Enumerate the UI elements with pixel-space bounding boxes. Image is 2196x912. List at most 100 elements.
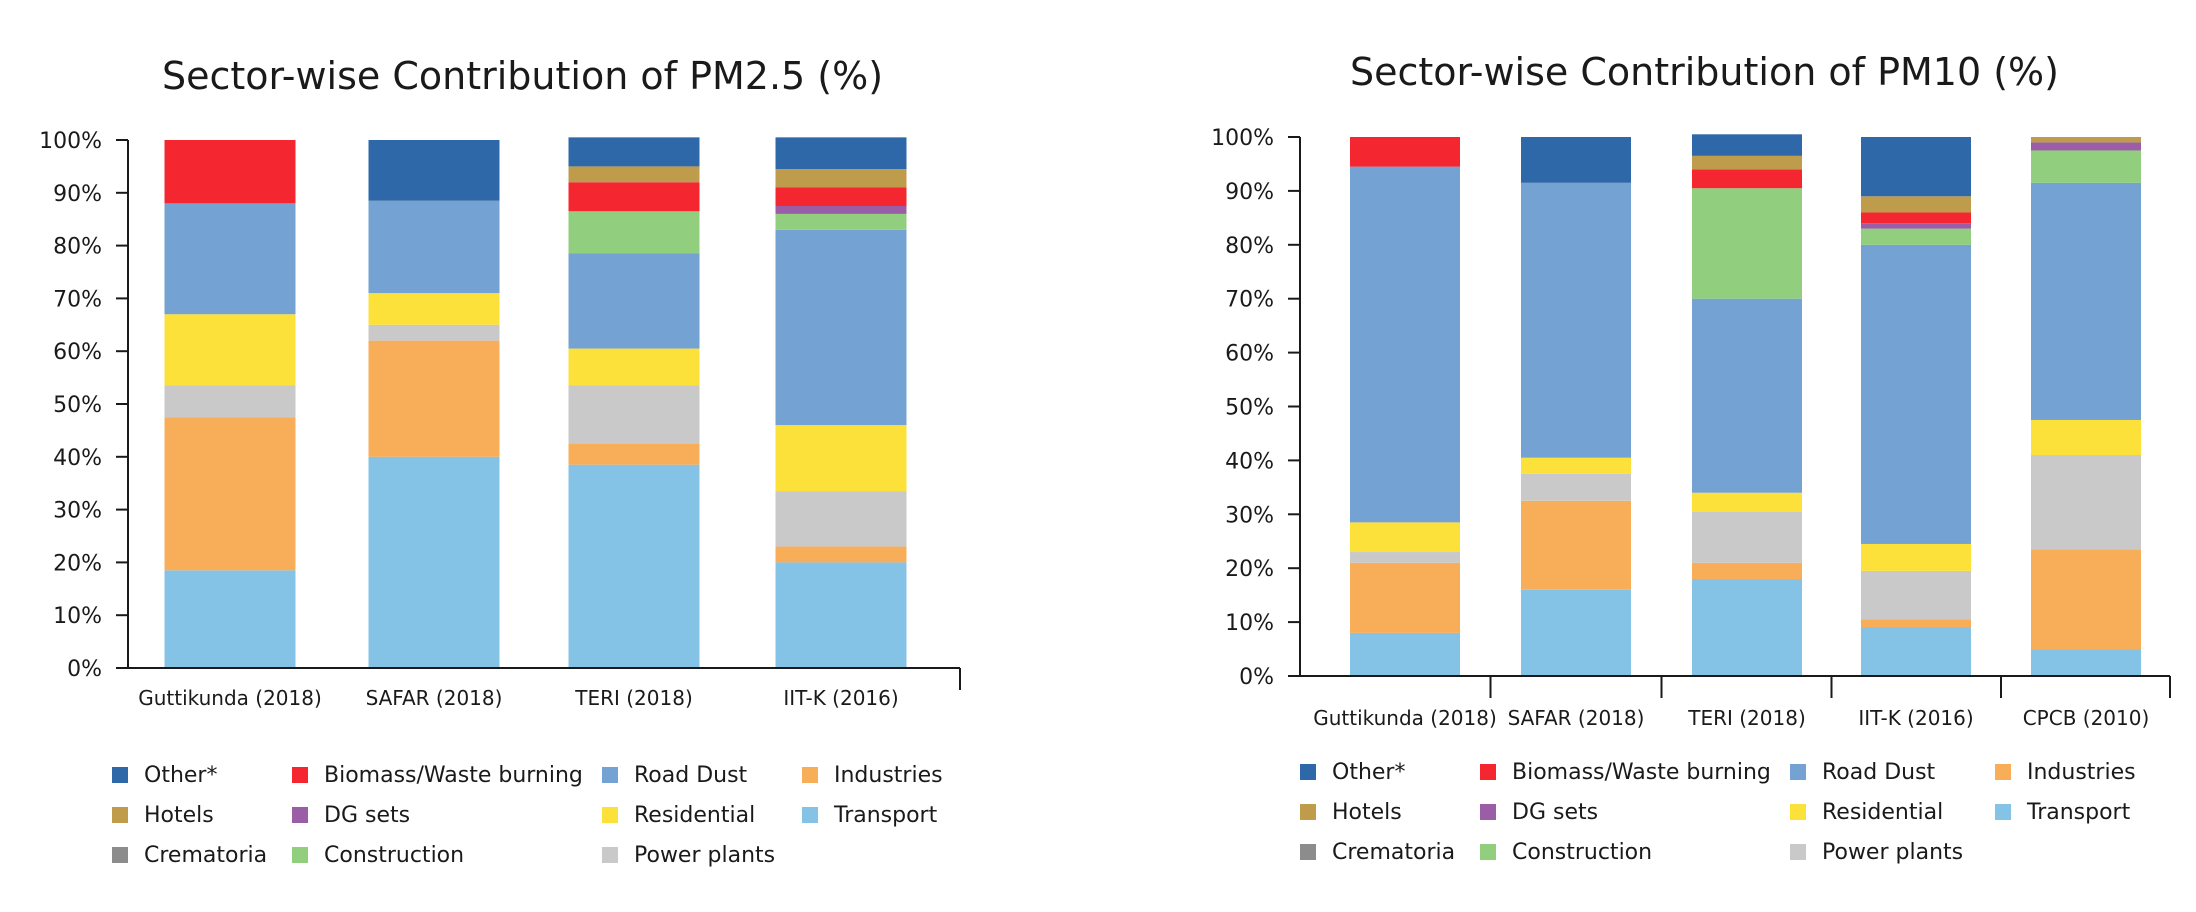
bar-segment [1521,589,1631,676]
y-tick-label: 10% [1225,611,1274,636]
y-tick-label: 80% [53,235,102,260]
legend-label: Transport [834,802,938,828]
legend-item: Power plants [602,840,802,870]
x-tick-label: IIT-K (2016) [1858,706,1973,730]
y-tick-label: 40% [1225,449,1274,474]
bar-segment [1692,169,1802,189]
bar-segment [368,293,500,325]
legend-label: Road Dust [1822,759,1936,785]
bar-segment [1521,500,1631,590]
bar-segment [568,443,700,465]
bar-segment [2031,182,2141,420]
y-tick-label: 100% [1211,126,1274,151]
bar-segment [775,562,907,668]
bar-segment [1350,562,1460,633]
x-tick-label: CPCB (2010) [2023,706,2150,730]
legend-item: DG sets [292,800,602,830]
legend-label: Construction [1512,839,1653,865]
legend-swatch [112,847,128,863]
bar-segment [2031,455,2141,550]
legend-label: Power plants [1822,839,1964,865]
y-tick-label: 20% [1225,557,1274,582]
y-tick-label: 70% [53,287,102,312]
bar-segment [568,464,700,668]
y-tick-label: 0% [1239,665,1274,690]
bar-segment [775,491,907,547]
bar-segment [1861,244,1971,544]
y-tick-label: 80% [1225,234,1274,259]
bar-segment [1692,134,1802,156]
bar-segment [368,200,500,294]
y-tick-label: 90% [53,182,102,207]
bar-segment [2031,419,2141,456]
legend-label: Hotels [1332,799,1402,825]
bar-segment [2031,142,2141,151]
legend-label: Other* [144,762,218,788]
bar-segment [775,137,907,170]
legend-item: Transport [1995,797,2175,827]
bar-segment [775,213,907,230]
bar-segment [164,570,296,668]
bar-segment [164,140,296,204]
legend-label: Power plants [634,842,776,868]
legend-swatch [602,807,618,823]
legend-swatch [1480,844,1496,860]
legend-item: Industries [1995,757,2175,787]
y-tick-label: 50% [53,393,102,418]
legend-label: DG sets [324,802,411,828]
legend-item: Crematoria [1300,837,1480,867]
chart-title: Sector-wise Contribution of PM2.5 (%) [162,54,884,98]
bar-segment [368,324,500,341]
legend-swatch [602,767,618,783]
legend-swatch [292,767,308,783]
bar-segment [775,425,907,492]
y-tick-label: 50% [1225,396,1274,421]
bar-segment [568,385,700,444]
bar-segment [775,229,907,426]
legend-item: Power plants [1790,837,1995,867]
bar-segment [164,417,296,571]
y-tick-label: 40% [53,446,102,471]
legend-item: Hotels [1300,797,1480,827]
chart-title: Sector-wise Contribution of PM10 (%) [1350,50,2059,94]
y-tick-label: 0% [67,657,102,682]
legend-label: Industries [834,762,943,788]
bar-segment [164,385,296,418]
legend-swatch [602,847,618,863]
bar-segment [1861,627,1971,676]
legend-label: Residential [634,802,756,828]
legend-label: Industries [2027,759,2136,785]
legend-item: Road Dust [602,760,802,790]
bar-segment [368,456,500,668]
bar-segment [1861,228,1971,245]
y-tick-label: 60% [53,340,102,365]
legend-label: DG sets [1512,799,1599,825]
bar-segment [1692,562,1802,579]
legend-label: Hotels [144,802,214,828]
legend-item: Construction [1480,837,1790,867]
legend-item: Construction [292,840,602,870]
bar-segment [568,182,700,212]
bar-segment [1861,619,1971,628]
legend-label: Biomass/Waste burning [1512,759,1771,785]
y-tick-label: 30% [1225,503,1274,528]
legend-item: Industries [802,760,982,790]
legend-item: Biomass/Waste burning [292,760,602,790]
bar-segment [164,314,296,386]
bar-segment [1521,182,1631,458]
bar-segment [1521,137,1631,183]
legend-item: Biomass/Waste burning [1480,757,1790,787]
bar-segment [1521,457,1631,474]
legend-swatch [1300,844,1316,860]
legend-swatch [1300,804,1316,820]
legend-item: Residential [1790,797,1995,827]
bar-segment [775,546,907,563]
bar-segment [368,140,500,201]
bar-segment [2031,150,2141,183]
legend-swatch [292,847,308,863]
x-tick-label: SAFAR (2018) [366,686,503,710]
bar-segment [1350,522,1460,553]
bar-segment [1350,137,1460,167]
bar-segment [2031,137,2141,143]
bar-segment [1350,632,1460,676]
